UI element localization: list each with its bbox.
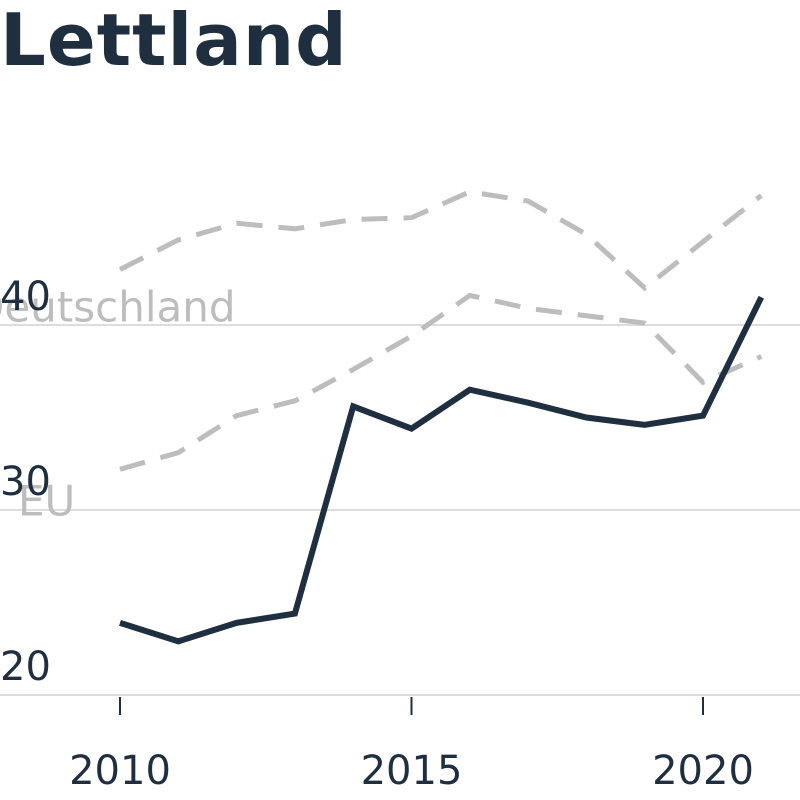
y-tick-label-30: 30 xyxy=(0,459,51,505)
series-labels: Deutschland EU xyxy=(0,283,236,526)
y-tick-label-20: 20 xyxy=(0,644,51,690)
x-axis-ticks: 2010 2015 2020 xyxy=(69,697,754,794)
series-line-eu xyxy=(119,292,763,472)
x-tick-label-2010: 2010 xyxy=(69,748,171,794)
series-label-deutschland: Deutschland xyxy=(0,283,236,332)
x-tick-label-2020: 2020 xyxy=(652,748,754,794)
series-label-eu: EU xyxy=(18,476,75,525)
series-line-deutschland xyxy=(118,189,763,292)
gridlines xyxy=(0,324,800,696)
chart-title: Lettland xyxy=(0,0,348,82)
x-tick-label-2015: 2015 xyxy=(361,748,463,794)
y-tick-label-40: 40 xyxy=(0,274,51,320)
series-line-lettland xyxy=(119,295,764,645)
series-group xyxy=(118,189,764,645)
y-axis-ticks: 20 30 40 xyxy=(0,274,51,690)
